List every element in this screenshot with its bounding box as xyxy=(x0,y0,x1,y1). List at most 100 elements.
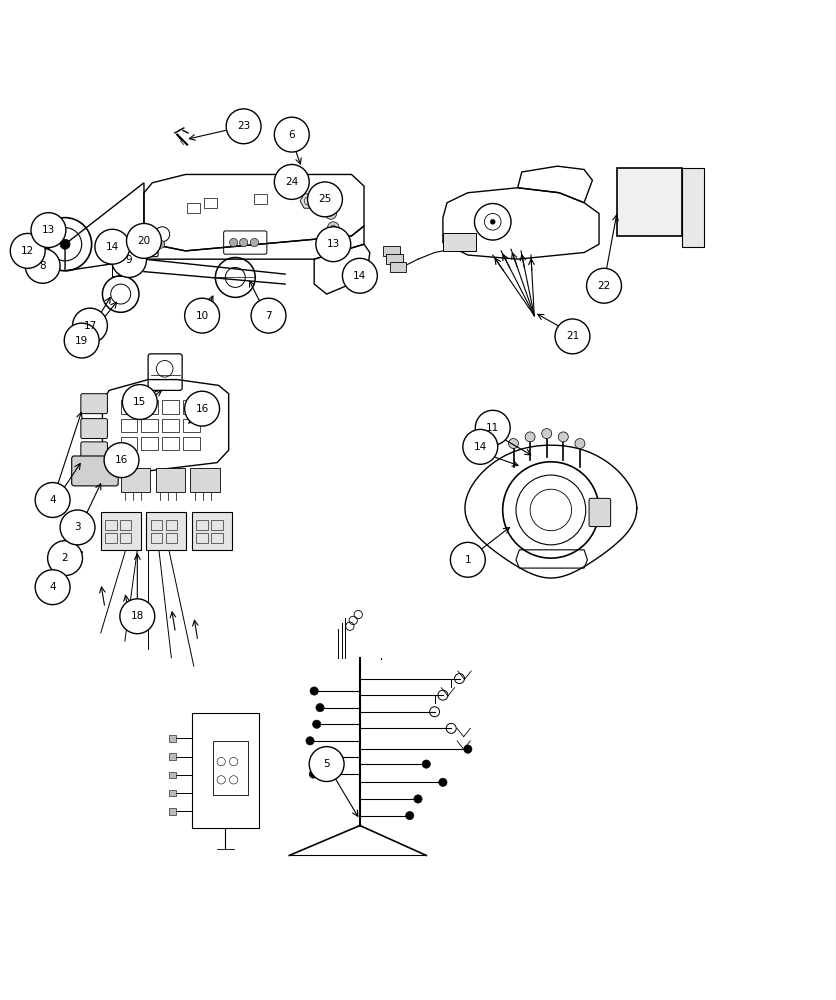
Circle shape xyxy=(125,251,133,259)
FancyBboxPatch shape xyxy=(191,468,220,492)
Text: 21: 21 xyxy=(566,331,579,341)
Text: 24: 24 xyxy=(285,177,298,187)
Bar xyxy=(187,203,201,213)
Circle shape xyxy=(251,298,286,333)
Polygon shape xyxy=(283,179,300,193)
Text: 25: 25 xyxy=(319,194,332,204)
FancyBboxPatch shape xyxy=(101,512,140,550)
FancyBboxPatch shape xyxy=(120,468,150,492)
Text: 22: 22 xyxy=(598,281,610,291)
Circle shape xyxy=(60,239,70,249)
Circle shape xyxy=(130,240,138,248)
Circle shape xyxy=(126,223,161,258)
Text: 16: 16 xyxy=(196,404,209,414)
FancyBboxPatch shape xyxy=(589,498,610,527)
Text: 4: 4 xyxy=(49,495,56,505)
FancyBboxPatch shape xyxy=(383,246,400,256)
Bar xyxy=(253,194,267,204)
Circle shape xyxy=(48,541,83,576)
FancyBboxPatch shape xyxy=(682,168,704,247)
Circle shape xyxy=(73,308,107,343)
Circle shape xyxy=(156,240,165,248)
FancyBboxPatch shape xyxy=(443,233,477,251)
FancyBboxPatch shape xyxy=(81,419,107,439)
Circle shape xyxy=(405,811,414,820)
Circle shape xyxy=(95,229,130,264)
Circle shape xyxy=(525,432,535,442)
Circle shape xyxy=(122,385,157,419)
Circle shape xyxy=(451,542,485,577)
Polygon shape xyxy=(300,194,317,208)
Text: 11: 11 xyxy=(486,423,499,433)
Circle shape xyxy=(120,599,155,634)
Text: 12: 12 xyxy=(21,246,34,256)
Circle shape xyxy=(35,570,70,605)
Circle shape xyxy=(250,238,258,247)
Text: 14: 14 xyxy=(354,271,366,281)
Circle shape xyxy=(476,410,510,445)
Circle shape xyxy=(25,248,60,283)
Text: 18: 18 xyxy=(130,611,144,621)
Circle shape xyxy=(313,720,321,728)
Circle shape xyxy=(274,165,309,199)
Circle shape xyxy=(316,703,324,712)
Text: 10: 10 xyxy=(196,311,209,321)
Text: 3: 3 xyxy=(74,522,81,532)
Circle shape xyxy=(239,238,247,247)
FancyBboxPatch shape xyxy=(390,262,406,272)
FancyBboxPatch shape xyxy=(81,394,107,414)
Circle shape xyxy=(144,237,152,245)
Text: 15: 15 xyxy=(133,397,146,407)
Circle shape xyxy=(439,778,447,787)
Bar xyxy=(169,735,176,742)
Text: 14: 14 xyxy=(474,442,487,452)
Text: 13: 13 xyxy=(42,225,55,235)
Circle shape xyxy=(306,737,314,745)
FancyBboxPatch shape xyxy=(146,512,186,550)
Text: 7: 7 xyxy=(265,311,272,321)
Bar xyxy=(169,808,176,815)
Circle shape xyxy=(587,268,621,303)
Circle shape xyxy=(35,483,70,517)
FancyBboxPatch shape xyxy=(386,254,403,264)
Circle shape xyxy=(331,225,336,230)
Circle shape xyxy=(542,429,552,439)
FancyBboxPatch shape xyxy=(81,442,107,462)
Bar xyxy=(169,772,176,778)
FancyBboxPatch shape xyxy=(155,468,185,492)
Circle shape xyxy=(185,298,220,333)
Circle shape xyxy=(111,243,146,277)
Circle shape xyxy=(422,760,431,768)
Text: 14: 14 xyxy=(106,242,119,252)
FancyBboxPatch shape xyxy=(617,168,682,236)
Circle shape xyxy=(329,237,341,248)
Circle shape xyxy=(227,109,261,144)
Circle shape xyxy=(508,439,518,449)
Circle shape xyxy=(558,432,568,442)
Circle shape xyxy=(343,258,377,293)
Circle shape xyxy=(185,391,220,426)
Text: 5: 5 xyxy=(324,759,330,769)
Circle shape xyxy=(108,251,116,259)
Circle shape xyxy=(325,208,337,219)
Circle shape xyxy=(104,443,139,478)
Circle shape xyxy=(555,319,590,354)
Text: 8: 8 xyxy=(39,261,46,271)
Text: 9: 9 xyxy=(125,255,132,265)
Circle shape xyxy=(414,795,422,803)
Circle shape xyxy=(309,747,344,782)
Bar xyxy=(204,198,217,208)
Text: 16: 16 xyxy=(115,455,128,465)
Circle shape xyxy=(316,227,351,262)
Text: 1: 1 xyxy=(465,555,472,565)
Circle shape xyxy=(329,211,334,216)
Circle shape xyxy=(10,233,45,268)
Circle shape xyxy=(575,439,585,449)
FancyBboxPatch shape xyxy=(192,512,232,550)
Circle shape xyxy=(31,213,66,248)
Circle shape xyxy=(309,770,318,778)
Circle shape xyxy=(117,247,125,255)
Text: 20: 20 xyxy=(137,236,150,246)
Text: 23: 23 xyxy=(237,121,250,131)
Text: 17: 17 xyxy=(84,321,97,331)
